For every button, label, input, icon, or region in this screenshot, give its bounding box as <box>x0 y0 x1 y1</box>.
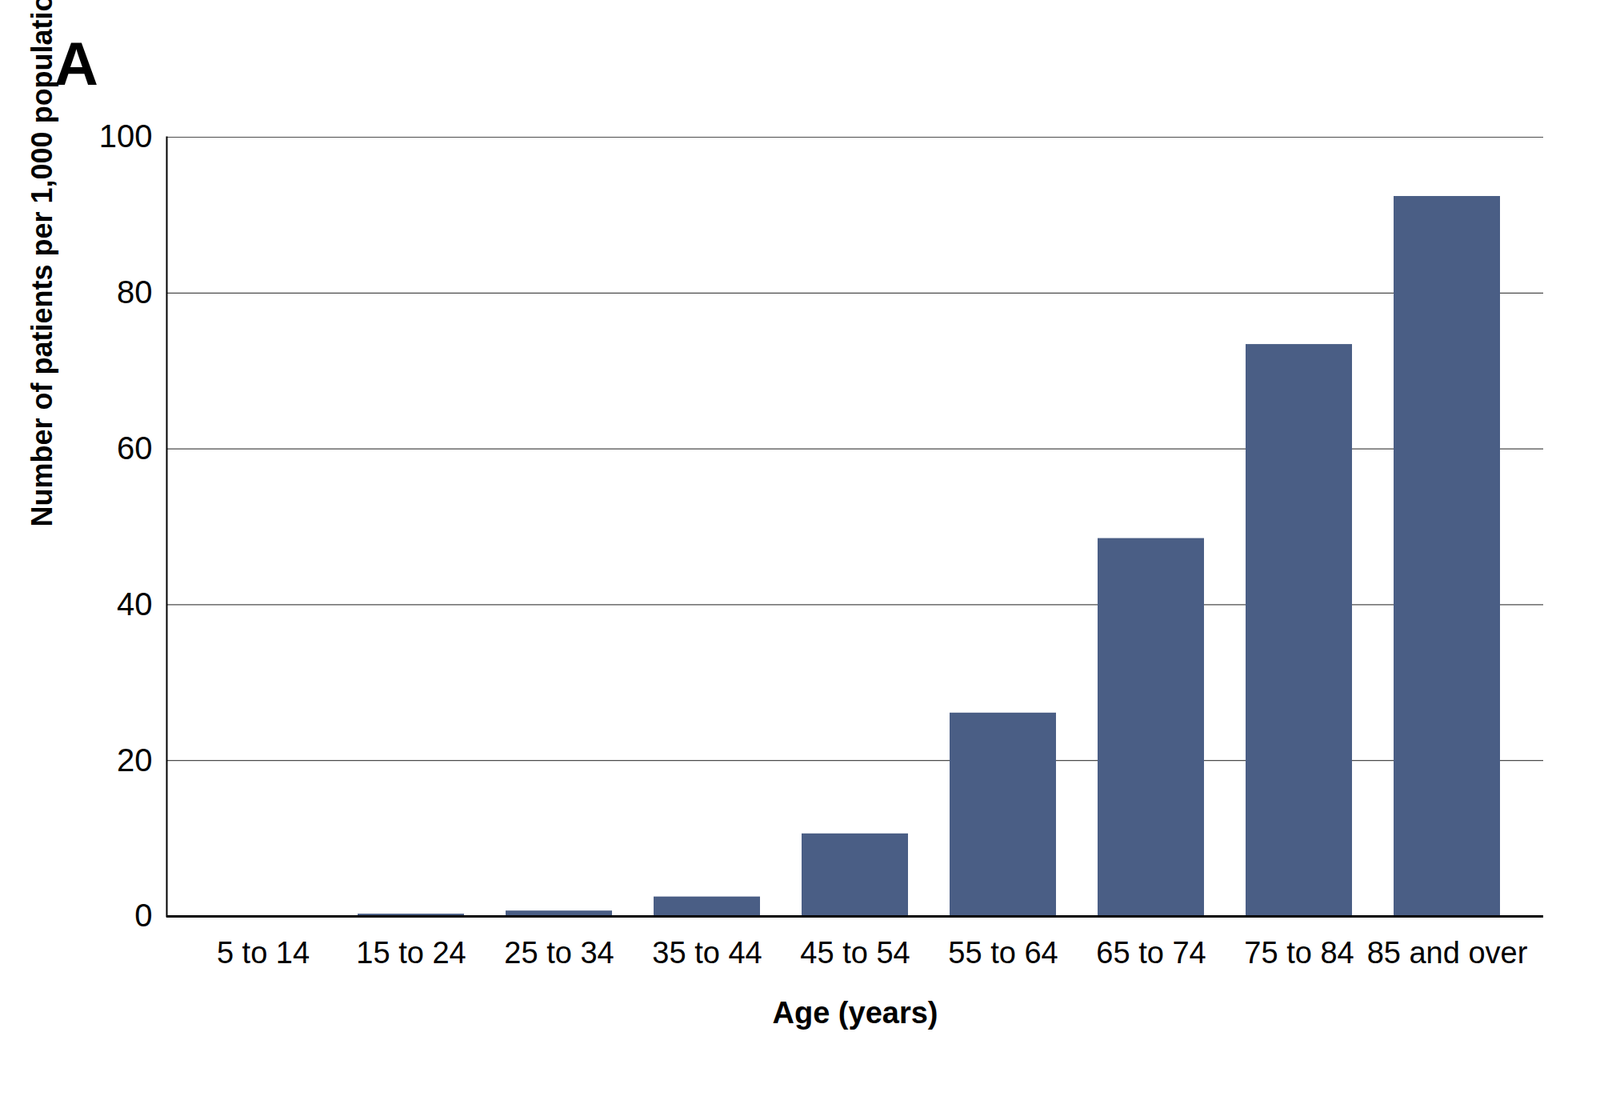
svg-text:40: 40 <box>116 586 153 622</box>
svg-text:0: 0 <box>134 897 152 933</box>
svg-text:20: 20 <box>116 742 153 778</box>
svg-text:35 to 44: 35 to 44 <box>652 936 762 970</box>
svg-text:65 to 74: 65 to 74 <box>1096 936 1206 970</box>
svg-text:85 and over: 85 and over <box>1367 936 1528 970</box>
svg-text:100: 100 <box>99 118 153 154</box>
svg-text:60: 60 <box>116 430 153 466</box>
svg-text:55 to 64: 55 to 64 <box>948 936 1058 970</box>
svg-text:5 to 14: 5 to 14 <box>216 936 310 970</box>
svg-text:Number of patients per 1,000 p: Number of patients per 1,000 population <box>25 0 59 528</box>
svg-text:25 to 34: 25 to 34 <box>504 936 614 970</box>
html-text:A: A <box>54 29 99 98</box>
svg-text:15 to 24: 15 to 24 <box>356 936 466 970</box>
svg-text:Age (years): Age (years) <box>772 996 939 1030</box>
svg-text:80: 80 <box>116 274 153 310</box>
svg-text:75 to 84: 75 to 84 <box>1244 936 1354 970</box>
svg-text:45 to 54: 45 to 54 <box>800 936 910 970</box>
